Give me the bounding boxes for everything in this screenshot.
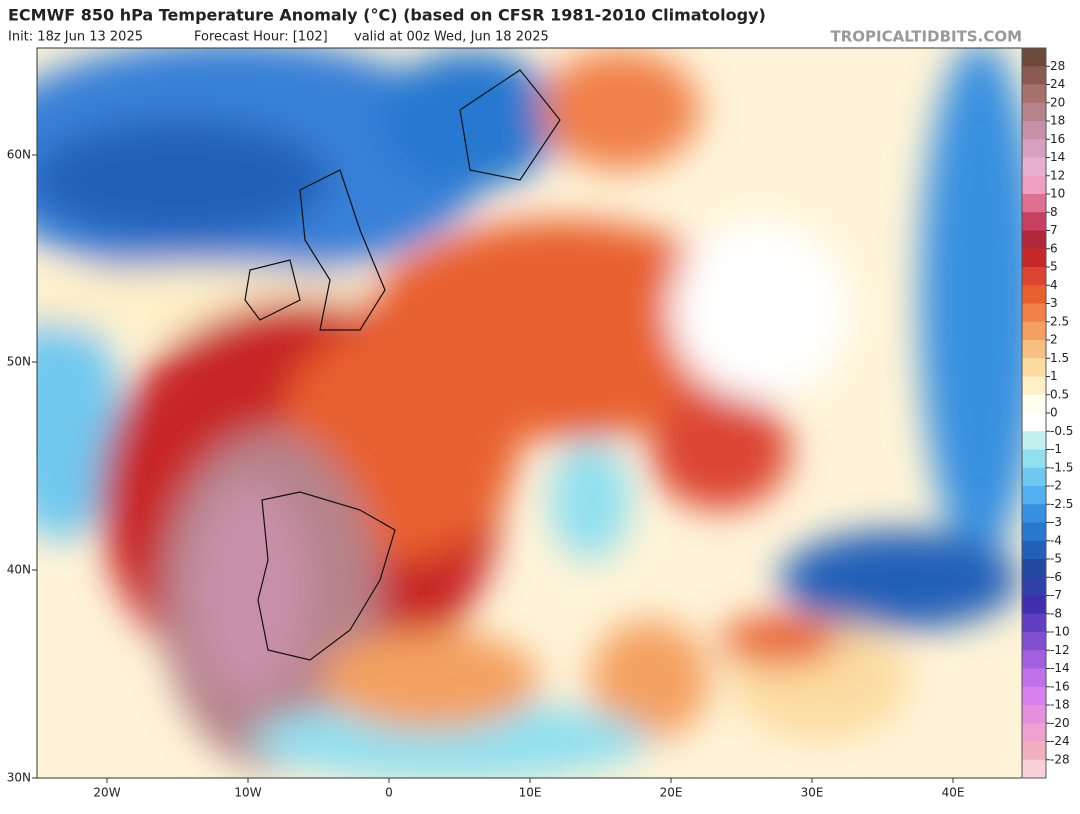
lat-label: 40N <box>7 563 31 577</box>
colorbar-swatch <box>1022 431 1046 450</box>
colorbar-swatch <box>1022 102 1046 122</box>
colorbar-label: 12 <box>1050 168 1065 182</box>
site-credit: TROPICALTIDBITS.COM <box>831 28 1023 46</box>
colorbar-swatch <box>1022 358 1046 377</box>
colorbar-swatch <box>1022 413 1046 432</box>
colorbar-swatch <box>1022 705 1046 724</box>
colorbar-swatch <box>1022 613 1046 633</box>
colorbar-label: -20 <box>1050 716 1070 730</box>
colorbar-label: -8 <box>1050 606 1062 620</box>
colorbar-label: 28 <box>1050 59 1065 73</box>
colorbar-swatch <box>1022 449 1046 469</box>
lon-label: 30E <box>801 786 824 800</box>
colorbar-swatch <box>1022 577 1046 596</box>
lon-label: 10W <box>234 786 261 800</box>
colorbar-swatch <box>1022 759 1046 779</box>
colorbar-swatch <box>1022 632 1046 651</box>
colorbar-label: -4 <box>1050 533 1062 547</box>
colorbar-swatch <box>1022 321 1046 341</box>
colorbar-label: -1.5 <box>1050 460 1073 474</box>
colorbar-swatch <box>1022 121 1046 140</box>
lat-label: 30N <box>7 771 31 785</box>
colorbar-swatch <box>1022 540 1046 560</box>
colorbar-label: 4 <box>1050 278 1058 292</box>
lat-label: 50N <box>7 355 31 369</box>
colorbar-swatch <box>1022 668 1046 688</box>
colorbar-label: 24 <box>1050 77 1065 91</box>
colorbar-label: 14 <box>1050 150 1065 164</box>
colorbar-swatch <box>1022 212 1046 231</box>
colorbar-label: -16 <box>1050 679 1070 693</box>
colorbar-swatch <box>1022 48 1046 67</box>
colorbar-label: -6 <box>1050 570 1062 584</box>
colorbar-label: 1.5 <box>1050 351 1069 365</box>
colorbar-label: 2 <box>1050 333 1058 347</box>
forecast-hour: Forecast Hour: [102] <box>194 30 328 45</box>
colorbar-label: -1 <box>1050 442 1062 456</box>
colorbar-swatch <box>1022 139 1046 158</box>
colorbar-swatch <box>1022 394 1046 414</box>
colorbar-label: 0 <box>1050 406 1058 420</box>
colorbar-label: 0.5 <box>1050 387 1069 401</box>
colorbar-swatch <box>1022 467 1046 487</box>
colorbar-label: 10 <box>1050 187 1065 201</box>
colorbar-label: -18 <box>1050 698 1070 712</box>
colorbar-label: 20 <box>1050 95 1065 109</box>
colorbar-swatch <box>1022 303 1046 323</box>
lat-label: 60N <box>7 148 31 162</box>
colorbar-swatch <box>1022 504 1046 523</box>
colorbar-label: 8 <box>1050 205 1058 219</box>
colorbar-label: 7 <box>1050 223 1058 237</box>
colorbar-label: 2.5 <box>1050 314 1069 328</box>
lon-label: 20E <box>660 786 683 800</box>
colorbar-label: 3 <box>1050 296 1058 310</box>
colorbar-label: -7 <box>1050 588 1062 602</box>
valid-time: valid at 00z Wed, Jun 18 2025 <box>354 30 549 45</box>
colorbar-swatch <box>1022 486 1046 505</box>
colorbar-swatch <box>1022 194 1046 213</box>
init: Init: 18z Jun 13 2025 <box>8 30 143 45</box>
colorbar-swatch <box>1022 175 1046 195</box>
colorbar-swatch <box>1022 248 1046 268</box>
colorbar-label: -3 <box>1050 515 1062 529</box>
colorbar-swatch <box>1022 66 1046 85</box>
colorbar-label: -28 <box>1050 752 1070 766</box>
colorbar-label: -10 <box>1050 625 1070 639</box>
colorbar-swatch <box>1022 340 1046 359</box>
colorbar-label: -2.5 <box>1050 497 1073 511</box>
colorbar-swatch <box>1022 230 1046 250</box>
lon-label: 40E <box>942 786 965 800</box>
colorbar-label: -0.5 <box>1050 424 1073 438</box>
colorbar-label: -2 <box>1050 479 1062 493</box>
colorbar-swatch <box>1022 559 1046 578</box>
colorbar-swatch <box>1022 285 1046 304</box>
colorbar-label: 16 <box>1050 132 1065 146</box>
colorbar-label: -5 <box>1050 552 1062 566</box>
colorbar-swatch <box>1022 267 1046 286</box>
colorbar-label: -12 <box>1050 643 1070 657</box>
colorbar-swatch <box>1022 376 1046 396</box>
colorbar-swatch <box>1022 741 1046 761</box>
colorbar-swatch <box>1022 650 1046 669</box>
colorbar-label: -24 <box>1050 734 1070 748</box>
colorbar-swatch <box>1022 157 1046 177</box>
colorbar-label: -14 <box>1050 661 1070 675</box>
lon-label: 0 <box>385 786 393 800</box>
lon-label: 20W <box>93 786 120 800</box>
anomaly-field <box>37 48 1022 778</box>
colorbar-swatch <box>1022 595 1046 615</box>
colorbar-swatch <box>1022 723 1046 742</box>
colorbar-swatch <box>1022 84 1046 104</box>
title: ECMWF 850 hPa Temperature Anomaly (°C) (… <box>8 6 766 25</box>
colorbar-swatch <box>1022 686 1046 706</box>
colorbar-label: 18 <box>1050 114 1065 128</box>
colorbar-swatch <box>1022 522 1046 542</box>
lon-label: 10E <box>519 786 542 800</box>
colorbar-label: 5 <box>1050 260 1058 274</box>
colorbar-label: 1 <box>1050 369 1058 383</box>
colorbar-label: 6 <box>1050 241 1058 255</box>
